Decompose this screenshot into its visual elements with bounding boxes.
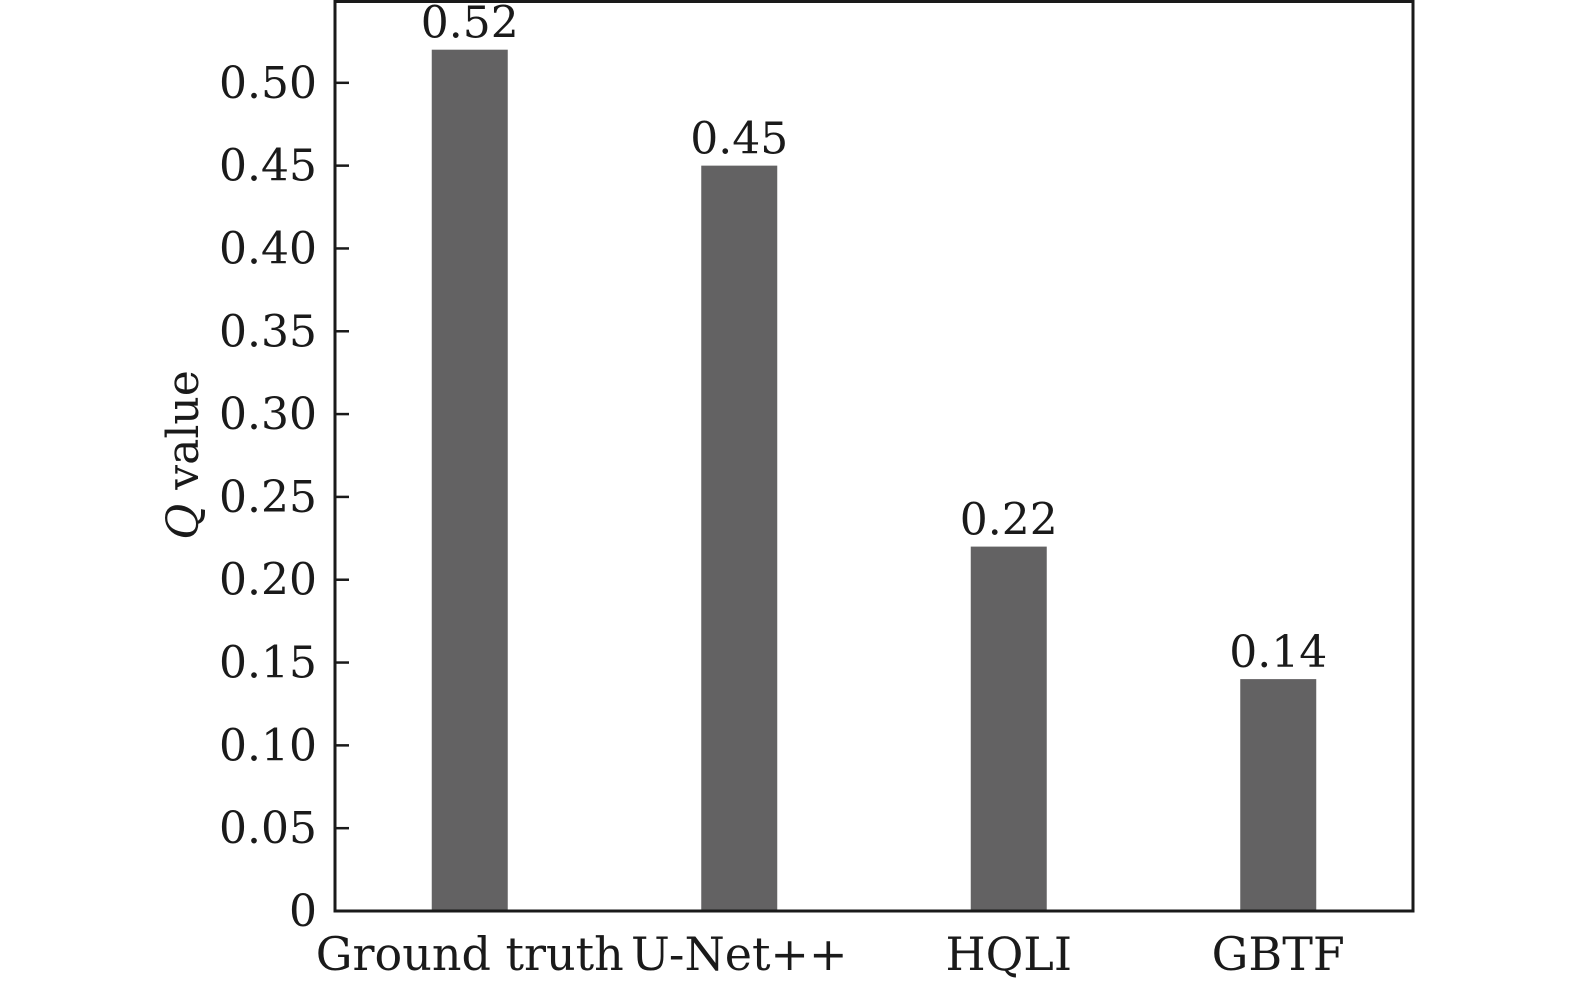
y-tick-label: 0.20 [219, 555, 317, 606]
y-tick-label: 0.40 [219, 223, 317, 274]
y-axis-label-symbol: Q [158, 504, 209, 540]
bar-1 [701, 165, 778, 912]
category-label-2: HQLI [945, 927, 1072, 981]
y-axis-ticks: 0 0.05 0.10 0.15 0.20 0.25 0.30 0.35 0.40 0.45 0.5… [219, 58, 349, 937]
y-tick-label: 0 [289, 886, 317, 937]
data-labels-group: 0.52 0.45 0.22 0.14 [421, 0, 1327, 678]
category-label-0: Ground truth [316, 927, 624, 981]
data-label-0: 0.52 [421, 0, 519, 49]
data-label-2: 0.22 [960, 495, 1058, 546]
y-tick-label: 0.25 [219, 472, 317, 523]
y-tick-label: 0.50 [219, 58, 317, 109]
bars-group [431, 49, 1317, 912]
y-axis-label-text: value [158, 370, 209, 504]
data-label-3: 0.14 [1229, 627, 1327, 678]
bar-2 [970, 546, 1047, 911]
category-labels-group: Ground truth U-Net++ HQLI GBTF [316, 927, 1345, 981]
data-label-1: 0.45 [690, 114, 788, 165]
y-axis-label: Q value [158, 370, 209, 540]
y-tick-label: 0.10 [219, 720, 317, 771]
y-tick-label: 0.15 [219, 638, 317, 689]
bar-3 [1240, 679, 1317, 911]
y-tick-label: 0.05 [219, 803, 317, 854]
category-label-1: U-Net++ [631, 927, 848, 981]
y-tick-label: 0.35 [219, 306, 317, 357]
plot-area-frame [333, 0, 1415, 913]
y-tick-label: 0.45 [219, 141, 317, 192]
y-tick-label: 0.30 [219, 389, 317, 440]
category-label-3: GBTF [1212, 927, 1345, 981]
bar-0 [431, 49, 508, 911]
